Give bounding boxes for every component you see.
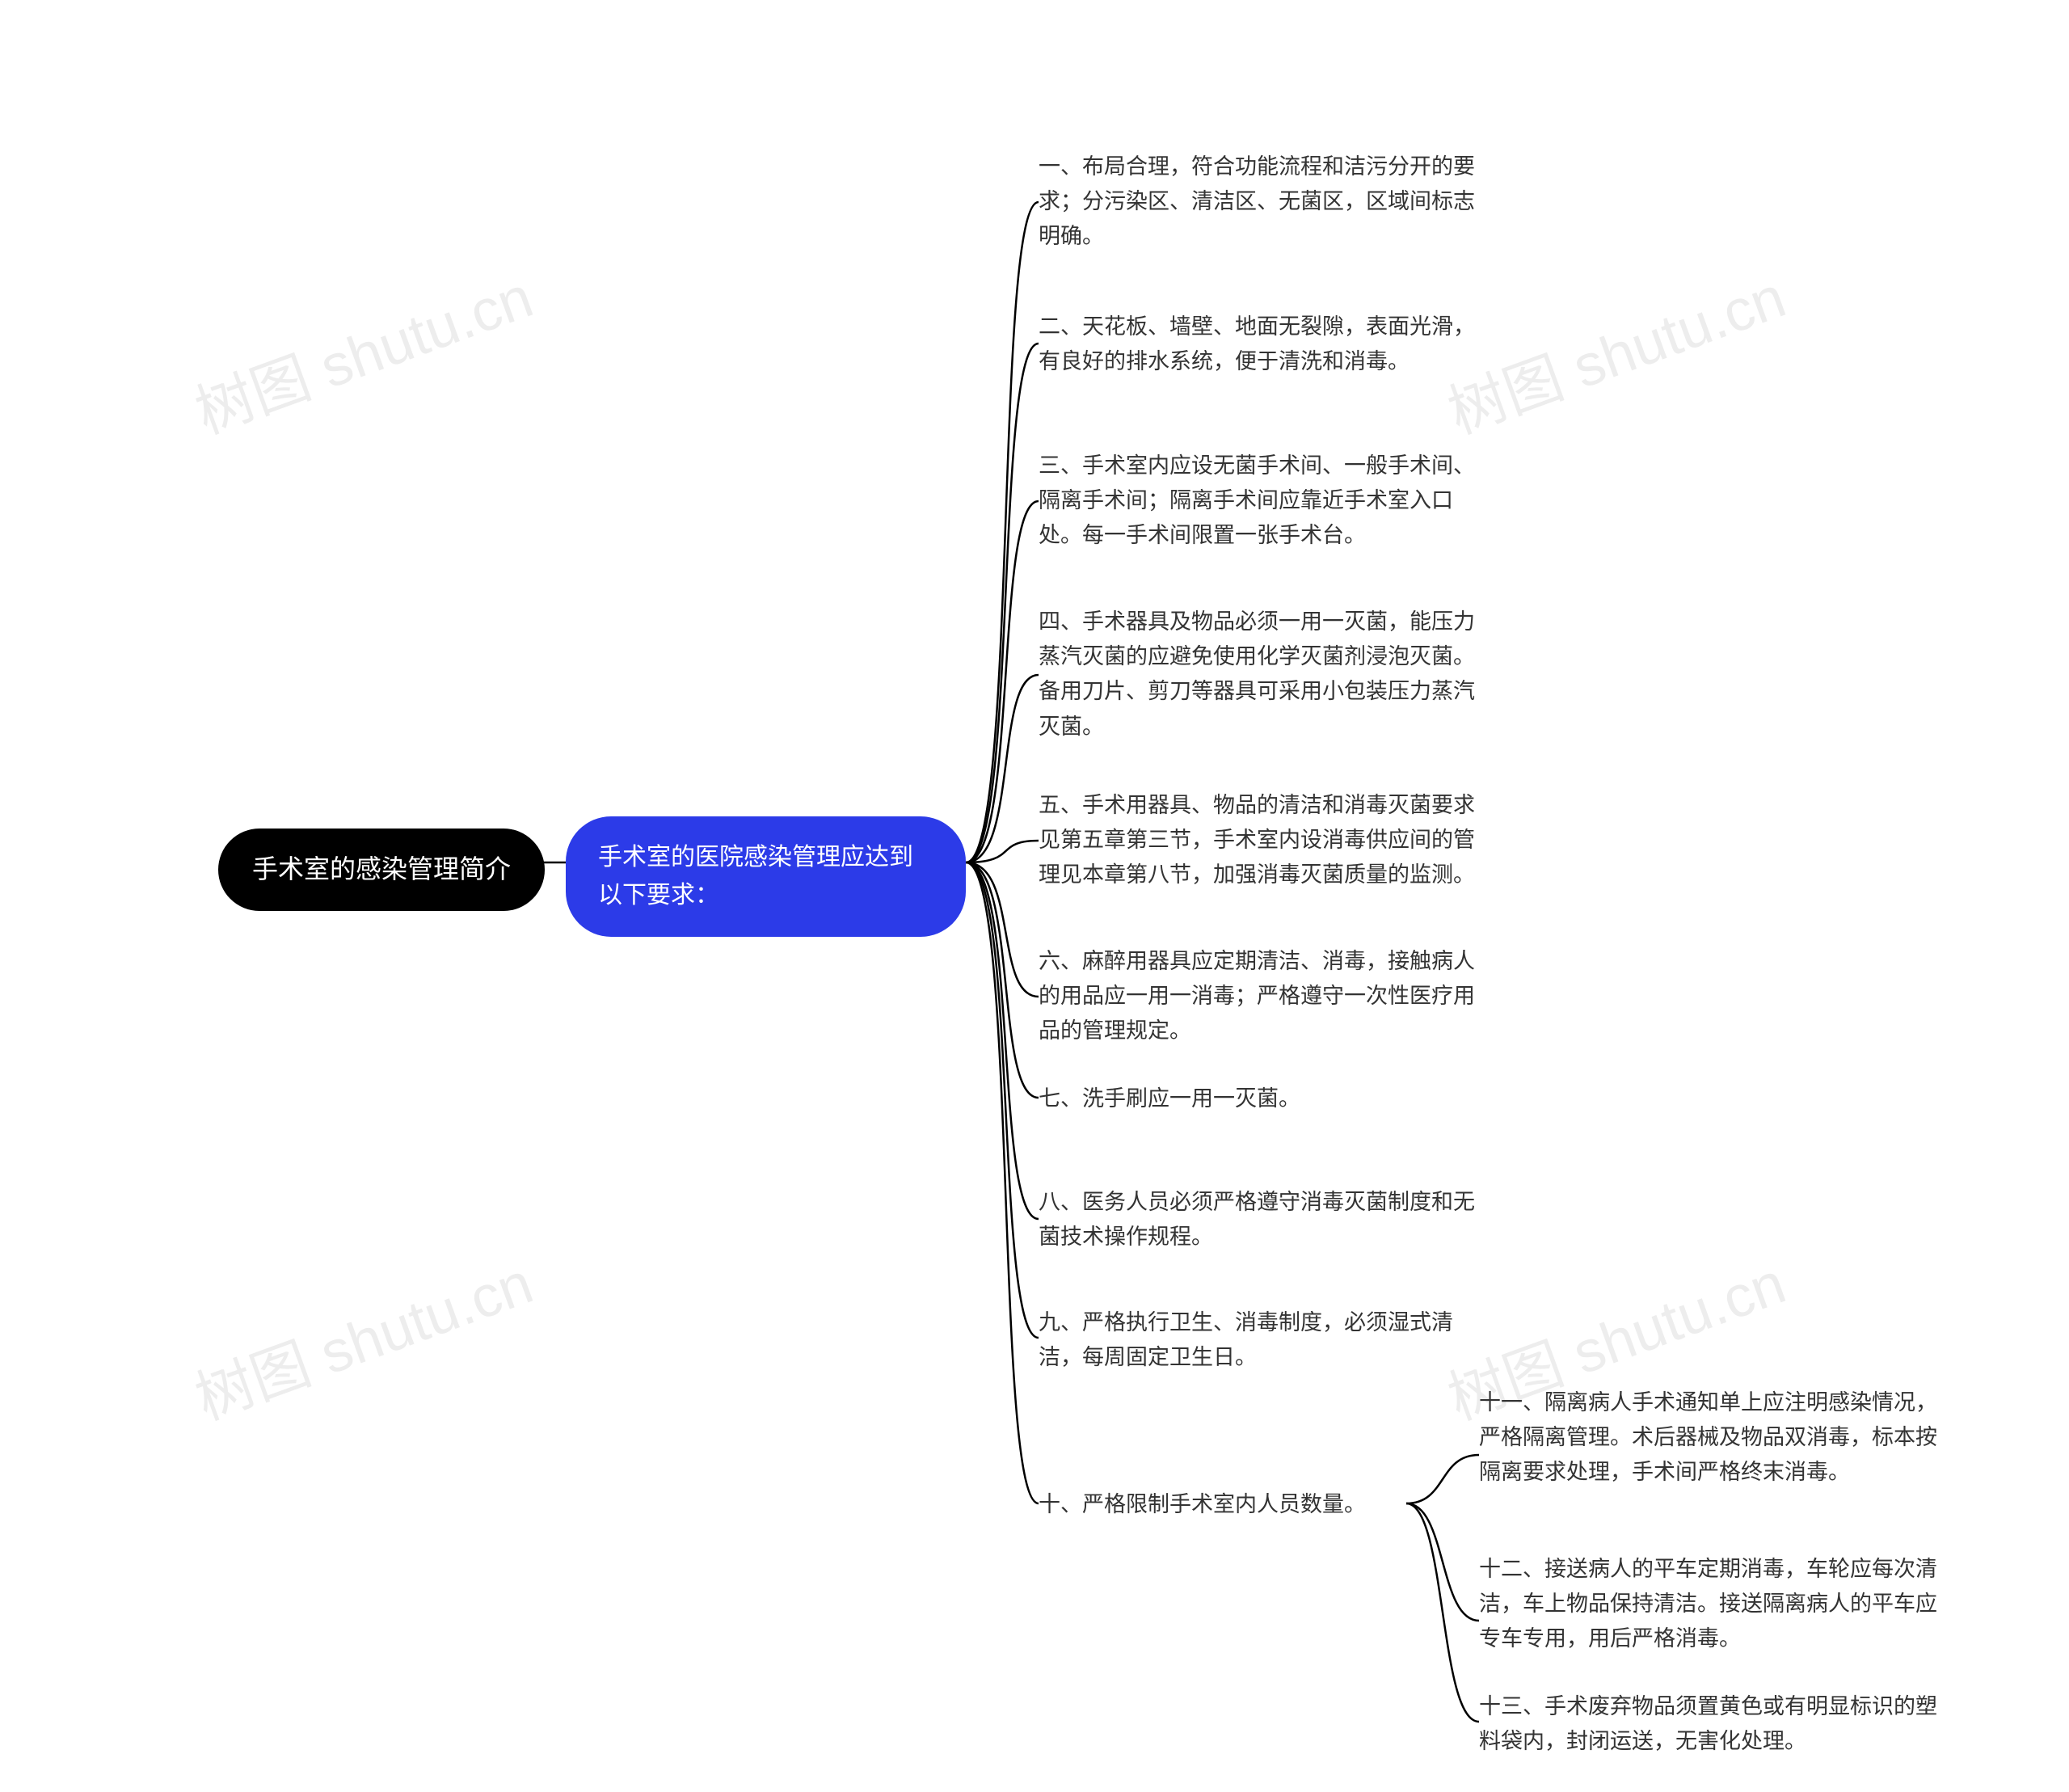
leaf-node[interactable]: 四、手术器具及物品必须一用一灭菌，能压力蒸汽灭菌的应避免使用化学灭菌剂浸泡灭菌。… <box>1039 605 1491 744</box>
leaf-node[interactable]: 八、医务人员必须严格遵守消毒灭菌制度和无菌技术操作规程。 <box>1039 1185 1491 1254</box>
leaf-node[interactable]: 十、严格限制手术室内人员数量。 <box>1039 1487 1491 1522</box>
level1-label: 手术室的医院感染管理应达到以下要求： <box>598 839 933 914</box>
leaf-node[interactable]: 二、天花板、墙壁、地面无裂隙，表面光滑，有良好的排水系统，便于清洗和消毒。 <box>1039 310 1491 379</box>
leaf-node[interactable]: 一、布局合理，符合功能流程和洁污分开的要求；分污染区、清洁区、无菌区，区域间标志… <box>1039 150 1491 255</box>
watermark: 树图 shutu.cn <box>182 250 542 450</box>
level1-node[interactable]: 手术室的医院感染管理应达到以下要求： <box>566 816 966 937</box>
sub-leaf-node[interactable]: 十二、接送病人的平车定期消毒，车轮应每次清洁，车上物品保持清洁。接送隔离病人的平… <box>1479 1552 1948 1657</box>
sub-leaf-node[interactable]: 十一、隔离病人手术通知单上应注明感染情况，严格隔离管理。术后器械及物品双消毒，标… <box>1479 1385 1948 1491</box>
watermark: 树图 shutu.cn <box>182 1236 542 1436</box>
leaf-node[interactable]: 九、严格执行卫生、消毒制度，必须湿式清洁，每周固定卫生日。 <box>1039 1305 1491 1375</box>
sub-leaf-node[interactable]: 十三、手术废弃物品须置黄色或有明显标识的塑料袋内，封闭运送，无害化处理。 <box>1479 1689 1948 1759</box>
leaf-node[interactable]: 三、手术室内应设无菌手术间、一般手术间、隔离手术间；隔离手术间应靠近手术室入口处… <box>1039 449 1491 554</box>
root-node[interactable]: 手术室的感染管理简介 <box>218 829 545 911</box>
root-label: 手术室的感染管理简介 <box>252 850 511 890</box>
leaf-node[interactable]: 五、手术用器具、物品的清洁和消毒灭菌要求见第五章第三节，手术室内设消毒供应间的管… <box>1039 788 1491 893</box>
leaf-node[interactable]: 六、麻醉用器具应定期清洁、消毒，接触病人的用品应一用一消毒；严格遵守一次性医疗用… <box>1039 944 1491 1049</box>
leaf-node[interactable]: 七、洗手刷应一用一灭菌。 <box>1039 1082 1491 1116</box>
